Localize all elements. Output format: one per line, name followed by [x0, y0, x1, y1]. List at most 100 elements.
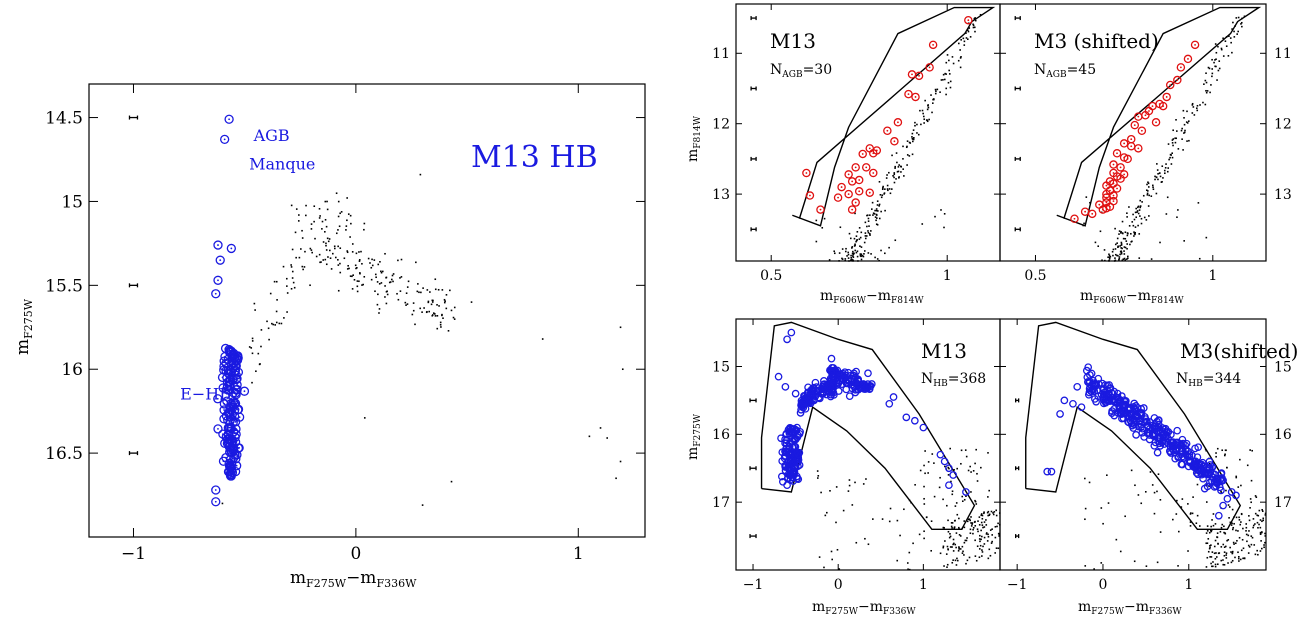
agb-star	[1144, 106, 1154, 116]
field-star	[404, 301, 407, 304]
field-star	[440, 326, 442, 328]
field-star	[1211, 72, 1214, 75]
field-star	[967, 518, 970, 521]
field-star	[1231, 28, 1233, 30]
field-star	[1191, 104, 1194, 106]
agb-star	[1137, 126, 1147, 135]
field-star	[324, 200, 327, 203]
field-star	[978, 548, 981, 550]
field-star	[1204, 103, 1207, 106]
field-star	[1232, 541, 1235, 544]
field-star	[358, 280, 360, 283]
field-star	[974, 520, 976, 523]
field-star	[992, 512, 994, 514]
field-star	[1189, 512, 1192, 514]
y-tick-label: 17	[712, 495, 730, 511]
field-star	[1223, 454, 1226, 457]
hb-star-center	[217, 244, 219, 246]
field-star	[325, 242, 327, 245]
field-star	[326, 237, 329, 240]
field-star	[322, 259, 325, 261]
field-star	[916, 123, 918, 126]
field-star	[355, 267, 357, 270]
agb-star	[858, 149, 867, 159]
field-star	[1257, 553, 1259, 556]
field-star	[958, 548, 960, 550]
agb-star	[1134, 144, 1143, 153]
field-star	[1211, 58, 1213, 61]
field-star	[1196, 109, 1199, 112]
field-star	[851, 246, 854, 248]
field-star	[1226, 539, 1228, 542]
hb-star-center	[233, 415, 236, 418]
field-star	[988, 489, 990, 492]
field-star	[1146, 183, 1148, 186]
field-star	[423, 307, 425, 309]
field-star	[978, 516, 981, 518]
field-star	[1134, 484, 1136, 487]
hb-star-center	[226, 419, 229, 422]
field-star	[1197, 202, 1200, 204]
y-tick-label: 16	[712, 427, 730, 443]
hb-star	[211, 497, 221, 507]
field-star	[862, 255, 865, 258]
agb-star	[837, 182, 846, 192]
field-star	[328, 238, 331, 240]
agb-star-center	[1179, 66, 1182, 69]
field-star	[330, 268, 333, 270]
field-star	[1114, 243, 1117, 246]
agb-star	[1162, 92, 1171, 102]
hb-star-center	[228, 351, 231, 354]
agb-star-center	[932, 43, 935, 46]
agb-star-center	[1116, 187, 1118, 190]
field-star	[419, 173, 422, 176]
field-star	[1154, 178, 1156, 181]
field-star	[283, 317, 285, 319]
field-star	[433, 313, 436, 315]
field-star	[960, 462, 962, 465]
field-star	[325, 263, 328, 266]
field-star	[988, 514, 991, 517]
field-star	[852, 250, 854, 253]
field-star	[1183, 131, 1186, 134]
hb-star	[803, 388, 812, 397]
field-star	[370, 278, 373, 281]
field-star	[986, 511, 989, 514]
field-star	[972, 23, 974, 26]
field-star	[1242, 547, 1245, 550]
panel-label: M3 (shifted)	[1034, 29, 1159, 53]
hb-star	[783, 458, 792, 467]
field-star	[1186, 110, 1188, 113]
agb-star	[1183, 54, 1193, 64]
field-star	[945, 93, 947, 96]
field-star	[275, 280, 278, 283]
field-star	[1204, 79, 1207, 82]
hb-star-center	[234, 436, 237, 439]
field-star	[902, 145, 904, 148]
field-star	[1215, 552, 1217, 554]
hb-star	[1219, 501, 1227, 510]
field-star	[858, 238, 861, 240]
field-star	[318, 217, 321, 219]
field-star	[924, 99, 926, 102]
field-star	[431, 314, 434, 316]
field-star	[977, 520, 979, 522]
field-star	[267, 327, 270, 330]
agb-star-center	[1109, 189, 1111, 192]
field-star	[888, 520, 891, 523]
field-star	[1180, 506, 1183, 508]
field-star	[388, 281, 391, 284]
field-star	[969, 532, 972, 535]
field-star	[856, 239, 858, 241]
field-star	[434, 278, 437, 281]
field-star	[286, 311, 288, 313]
field-star	[1140, 502, 1143, 505]
field-star	[439, 323, 442, 326]
hb-star	[1180, 453, 1188, 462]
field-star	[951, 546, 953, 548]
field-star	[951, 493, 954, 496]
field-star	[960, 56, 962, 58]
field-star	[1164, 172, 1166, 175]
